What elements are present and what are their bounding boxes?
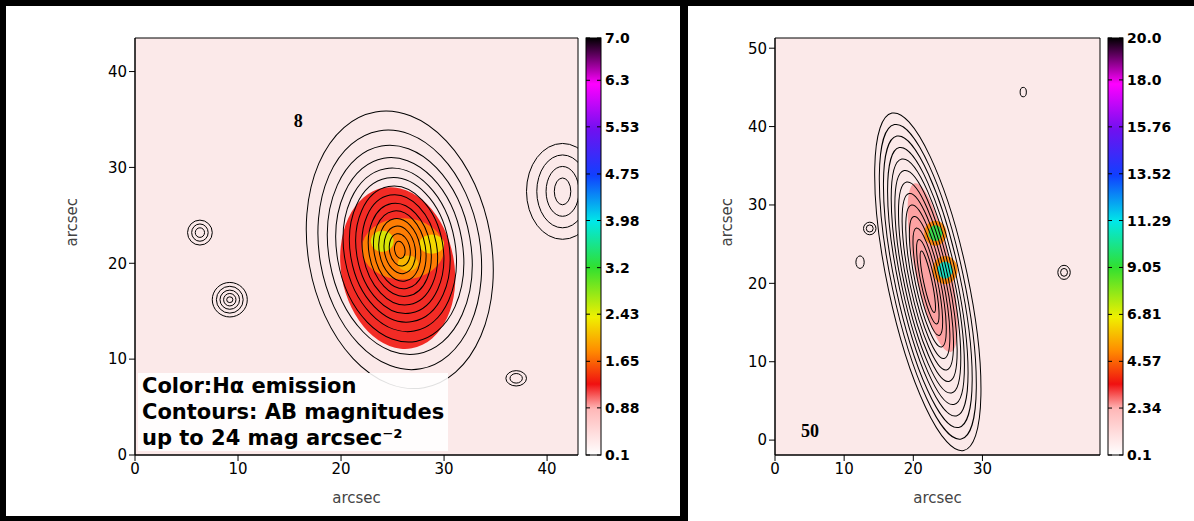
svg-text:2.34: 2.34 xyxy=(1127,400,1162,416)
svg-text:0.1: 0.1 xyxy=(1127,447,1152,463)
svg-text:5.53: 5.53 xyxy=(605,119,640,135)
svg-text:20.0: 20.0 xyxy=(1127,30,1162,46)
svg-text:15.76: 15.76 xyxy=(1127,119,1171,135)
svg-text:10: 10 xyxy=(835,460,854,478)
svg-text:20: 20 xyxy=(904,460,923,478)
svg-text:6.3: 6.3 xyxy=(605,72,630,88)
svg-text:3.2: 3.2 xyxy=(605,260,630,276)
svg-text:7.0: 7.0 xyxy=(605,30,630,46)
html-text:Contours: AB magnitudes: Contours: AB magnitudes xyxy=(142,400,445,424)
svg-text:13.52: 13.52 xyxy=(1127,166,1171,182)
svg-text:20: 20 xyxy=(331,460,350,478)
svg-text:50: 50 xyxy=(748,40,767,58)
html-text:up to 24 mag arcsec⁻²: up to 24 mag arcsec⁻² xyxy=(142,426,403,450)
html-text:Color:Hα emission: Color:Hα emission xyxy=(142,374,357,398)
svg-text:10: 10 xyxy=(748,353,767,371)
svg-text:30: 30 xyxy=(108,159,127,177)
svg-text:0: 0 xyxy=(770,460,780,478)
svg-text:2.43: 2.43 xyxy=(605,306,640,322)
svg-text:3.98: 3.98 xyxy=(605,213,640,229)
svg-text:0: 0 xyxy=(117,446,127,464)
svg-text:0: 0 xyxy=(757,431,767,449)
svg-text:10: 10 xyxy=(228,460,247,478)
svg-text:arcsec: arcsec xyxy=(332,489,381,507)
svg-text:0.1: 0.1 xyxy=(605,447,630,463)
svg-text:10: 10 xyxy=(108,350,127,368)
svg-text:40: 40 xyxy=(538,460,557,478)
svg-text:30: 30 xyxy=(435,460,454,478)
html-text:8: 8 xyxy=(293,111,303,132)
svg-text:40: 40 xyxy=(748,118,767,136)
svg-text:9.05: 9.05 xyxy=(1127,259,1162,275)
svg-text:0: 0 xyxy=(130,460,140,478)
svg-text:4.75: 4.75 xyxy=(605,166,640,182)
svg-text:20: 20 xyxy=(748,275,767,293)
svg-text:arcsec: arcsec xyxy=(913,489,962,507)
svg-text:6.81: 6.81 xyxy=(1127,306,1162,322)
svg-text:30: 30 xyxy=(973,460,992,478)
svg-text:0.88: 0.88 xyxy=(605,400,640,416)
svg-text:4.57: 4.57 xyxy=(1127,353,1162,369)
svg-text:18.0: 18.0 xyxy=(1127,72,1162,88)
svg-text:arcsec: arcsec xyxy=(718,198,736,247)
svg-text:40: 40 xyxy=(108,63,127,81)
svg-text:1.65: 1.65 xyxy=(605,353,640,369)
svg-text:11.29: 11.29 xyxy=(1127,213,1171,229)
html-text:50: 50 xyxy=(801,421,819,442)
svg-text:30: 30 xyxy=(748,196,767,214)
svg-text:arcsec: arcsec xyxy=(63,198,81,247)
svg-text:20: 20 xyxy=(108,255,127,273)
